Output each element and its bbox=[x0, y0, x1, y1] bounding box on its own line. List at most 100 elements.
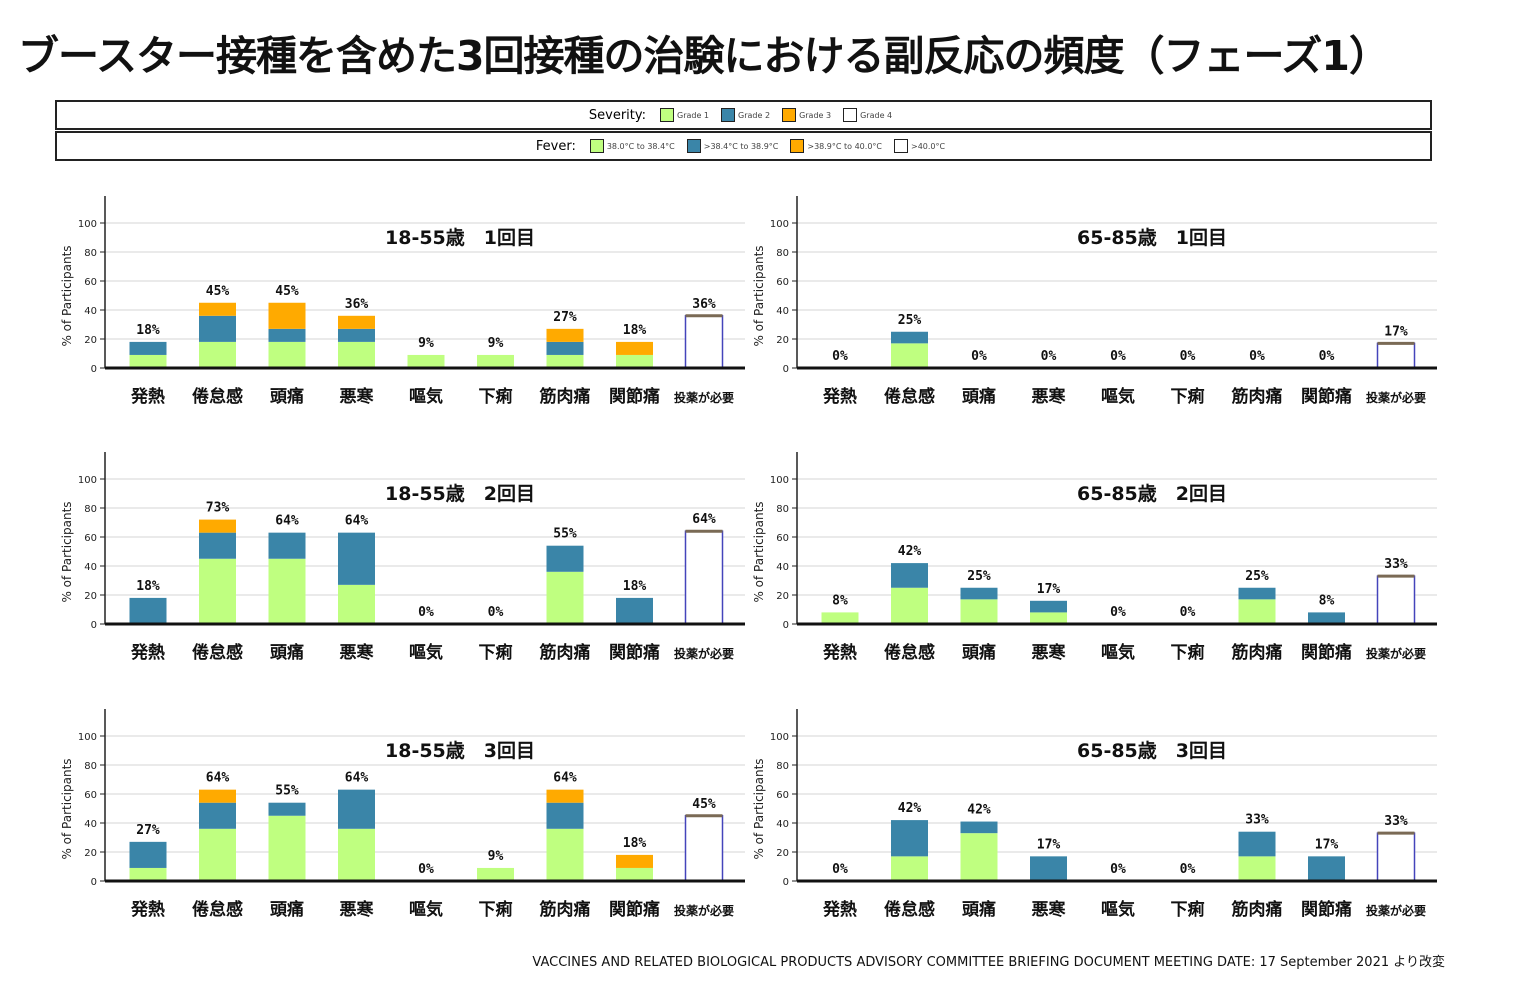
y-axis-label: % of Participants bbox=[60, 501, 74, 602]
y-tick-label: 100 bbox=[770, 475, 789, 486]
fever-legend: Fever: 38.0°C to 38.4°C >38.4°C to 38.9°… bbox=[55, 131, 1432, 161]
x-category-label: 発熱 bbox=[822, 899, 857, 920]
chart-title: 18-55歳 3回目 bbox=[385, 740, 535, 762]
data-label: 64% bbox=[553, 771, 577, 786]
x-category-label: 嘔気 bbox=[1101, 386, 1135, 407]
bar-segment-grade-2 bbox=[1238, 831, 1276, 857]
data-label: 0% bbox=[1180, 862, 1196, 877]
data-label: 0% bbox=[418, 605, 434, 620]
bar-segment-grade-3 bbox=[338, 315, 375, 329]
data-label: 0% bbox=[971, 349, 987, 364]
x-category-label: 倦怠感 bbox=[884, 386, 935, 407]
data-label: 45% bbox=[206, 284, 230, 299]
bar-segment-grade-1 bbox=[199, 558, 236, 624]
bar-segment-grade-3 bbox=[546, 789, 584, 803]
x-category-label: 発熱 bbox=[130, 899, 165, 920]
bar-segment-grade-1 bbox=[891, 587, 928, 624]
bar-segment-grade-2 bbox=[338, 328, 375, 342]
bar-segment-grade-1 bbox=[477, 354, 514, 368]
chart-svg: 0 20 40 60 80 100 % of Participants 65-85歳 3回目 0… bbox=[752, 709, 1437, 920]
bar-segment-grade-1 bbox=[546, 828, 584, 881]
bar-medication bbox=[684, 315, 724, 369]
data-label: 18% bbox=[623, 323, 647, 338]
x-category-label: 悪寒 bbox=[340, 642, 374, 663]
page-title: ブースター接種を含めた3回接種の治験における副反応の頻度（フェーズ1） bbox=[18, 32, 1390, 80]
y-tick-label: 40 bbox=[776, 562, 789, 573]
data-label: 18% bbox=[136, 323, 160, 338]
data-label: 17% bbox=[1315, 837, 1339, 852]
chart-svg: 0 20 40 60 80 100 % of Participants 18-55歳 3回目 2… bbox=[60, 709, 745, 920]
x-category-label: 頭痛 bbox=[962, 642, 996, 663]
chart-18-55-dose2: 0 20 40 60 80 100 % of Participants 18-55歳 2回目 1… bbox=[55, 446, 755, 686]
data-label: 33% bbox=[1384, 557, 1408, 572]
x-category-label: 嘔気 bbox=[1101, 899, 1135, 920]
x-category-label: 倦怠感 bbox=[884, 899, 935, 920]
x-category-label: 倦怠感 bbox=[192, 642, 243, 663]
x-category-label: 下痢 bbox=[479, 642, 513, 663]
bar-segment-grade-2 bbox=[616, 597, 653, 624]
legend-swatch bbox=[843, 108, 858, 122]
x-category-label: 筋肉痛 bbox=[539, 899, 591, 920]
x-category-label: 投薬が必要 bbox=[1366, 646, 1426, 661]
y-tick-label: 100 bbox=[770, 219, 789, 230]
legend-item: Grade 4 bbox=[843, 108, 892, 122]
bar-segment-grade-1 bbox=[268, 815, 306, 881]
bar-segment-grade-2 bbox=[960, 587, 998, 600]
y-axis-label: % of Participants bbox=[752, 758, 766, 859]
bar-medication bbox=[1376, 342, 1416, 369]
data-label: 42% bbox=[898, 801, 922, 816]
x-category-label: 発熱 bbox=[130, 642, 165, 663]
chart-title: 65-85歳 1回目 bbox=[1077, 227, 1227, 249]
bar-segment-grade-1 bbox=[960, 599, 998, 624]
bar-segment-grade-1 bbox=[477, 867, 514, 881]
legend-item-label: Grade 1 bbox=[677, 110, 710, 120]
chart-18-55-dose1: 0 20 40 60 80 100 % of Participants 18-55歳 1回目 1… bbox=[55, 190, 755, 430]
bar-segment-grade-3 bbox=[199, 519, 236, 533]
data-label: 0% bbox=[832, 862, 848, 877]
x-category-label: 下痢 bbox=[1171, 899, 1205, 920]
bar-segment-grade-2 bbox=[268, 328, 306, 342]
data-label: 0% bbox=[488, 605, 504, 620]
chart-svg: 0 20 40 60 80 100 % of Participants 65-85歳 2回目 8… bbox=[752, 452, 1437, 663]
x-category-label: 関節痛 bbox=[1301, 899, 1352, 920]
data-label: 0% bbox=[1110, 349, 1126, 364]
data-label: 27% bbox=[553, 310, 577, 325]
data-label: 17% bbox=[1037, 582, 1061, 597]
bar-segment-grade-1 bbox=[891, 343, 928, 368]
bar-segment-grade-3 bbox=[616, 341, 653, 355]
x-category-label: 頭痛 bbox=[270, 642, 304, 663]
y-tick-label: 100 bbox=[78, 732, 97, 743]
y-tick-label: 0 bbox=[91, 620, 97, 631]
x-category-label: 筋肉痛 bbox=[539, 386, 591, 407]
source-footnote: VACCINES AND RELATED BIOLOGICAL PRODUCTS… bbox=[532, 955, 1445, 970]
legend-swatch bbox=[686, 139, 701, 153]
y-tick-label: 0 bbox=[91, 877, 97, 888]
bar-segment-grade-1 bbox=[1238, 599, 1276, 624]
y-tick-label: 20 bbox=[776, 335, 789, 346]
x-category-label: 投薬が必要 bbox=[1366, 390, 1426, 405]
chart-svg: 0 20 40 60 80 100 % of Participants 65-85歳 1回目 0… bbox=[752, 196, 1437, 407]
data-label: 25% bbox=[1245, 569, 1269, 584]
fever-legend-label: Fever: bbox=[535, 138, 576, 154]
legend-item-label: Grade 2 bbox=[738, 110, 771, 120]
data-label: 64% bbox=[345, 771, 369, 786]
bar-segment-grade-1 bbox=[616, 354, 653, 368]
x-category-label: 頭痛 bbox=[962, 386, 996, 407]
bar-medication bbox=[684, 815, 724, 882]
y-tick-label: 20 bbox=[776, 591, 789, 602]
data-label: 45% bbox=[692, 797, 716, 812]
x-category-label: 倦怠感 bbox=[192, 386, 243, 407]
bar-segment-grade-1 bbox=[338, 828, 375, 881]
x-category-label: 下痢 bbox=[1171, 642, 1205, 663]
bar-segment-grade-1 bbox=[546, 571, 584, 624]
y-tick-label: 0 bbox=[783, 877, 789, 888]
data-label: 0% bbox=[1180, 605, 1196, 620]
data-label: 33% bbox=[1245, 813, 1269, 828]
y-tick-label: 20 bbox=[84, 591, 97, 602]
y-tick-label: 60 bbox=[84, 790, 97, 801]
x-category-label: 悪寒 bbox=[340, 386, 374, 407]
bar-segment-grade-2 bbox=[199, 315, 236, 342]
x-category-label: 関節痛 bbox=[609, 899, 660, 920]
data-label: 64% bbox=[206, 771, 230, 786]
data-label: 17% bbox=[1037, 837, 1061, 852]
